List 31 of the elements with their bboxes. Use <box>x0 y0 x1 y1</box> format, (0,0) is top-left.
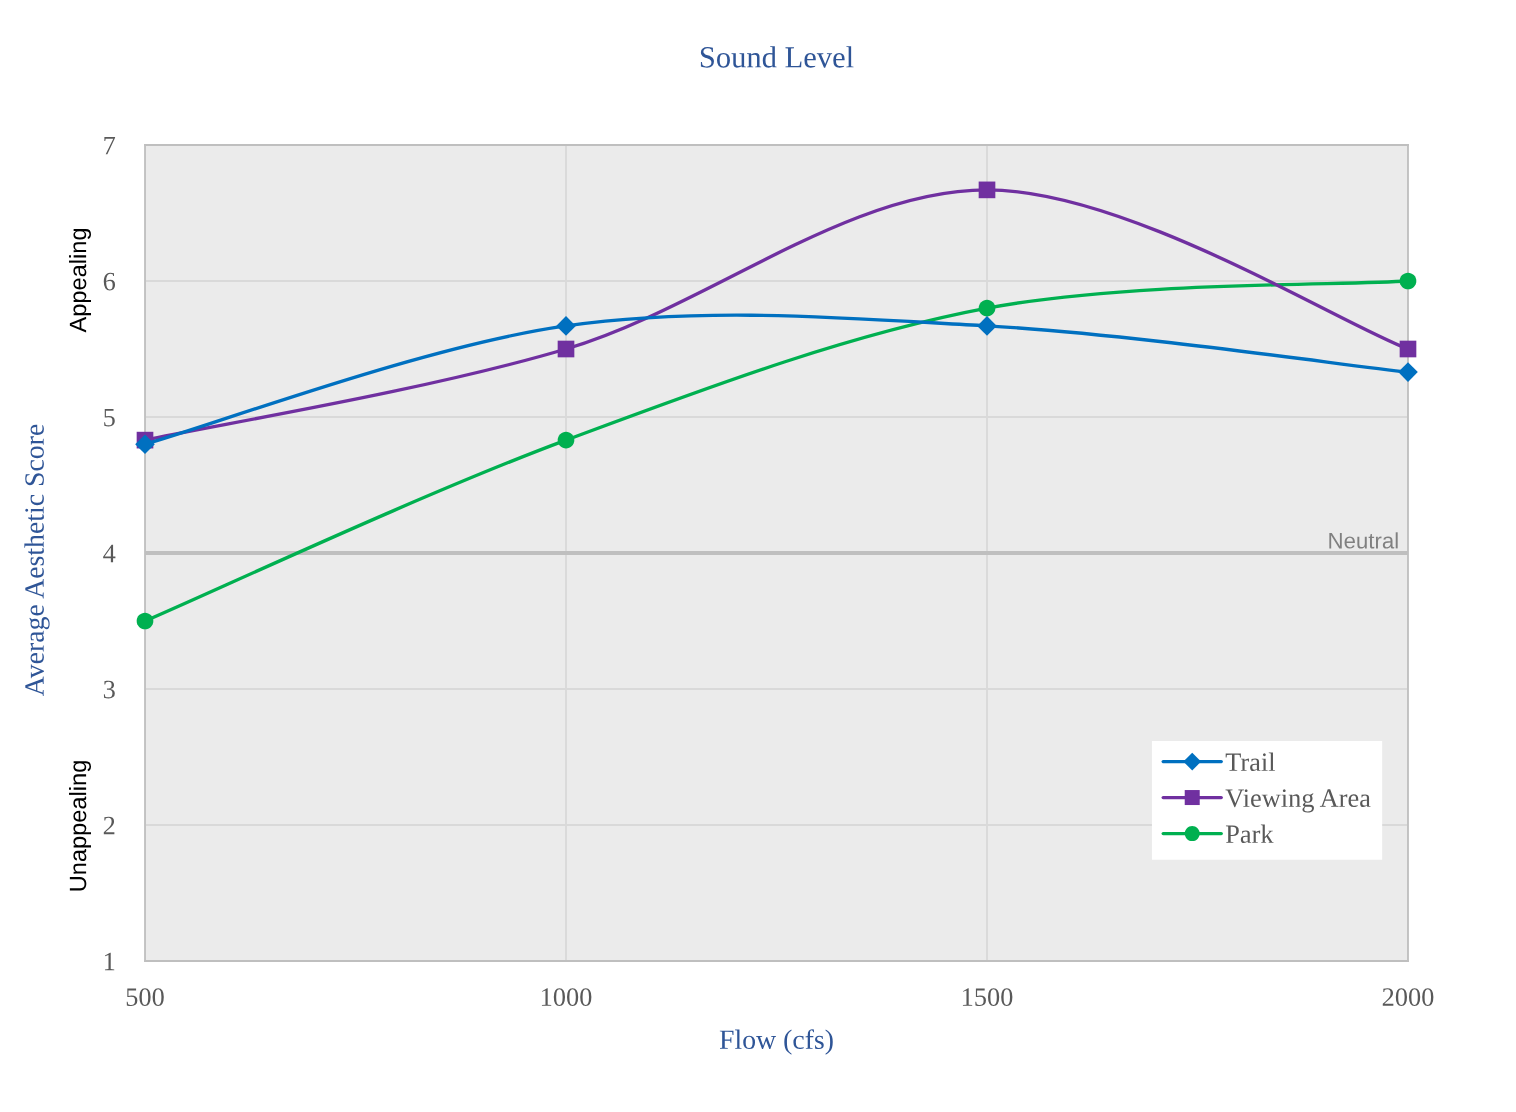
y-tick-label: 3 <box>103 680 115 699</box>
point <box>136 612 154 630</box>
y-tick-label: 5 <box>104 408 115 427</box>
chart-title: Sound Level <box>700 46 854 68</box>
x-axis-title: Flow (cfs) <box>719 1029 833 1055</box>
legend-label: Park <box>1225 824 1274 844</box>
y-tick-label: 1 <box>104 952 115 971</box>
y-tick-label: 2 <box>103 816 115 835</box>
y-tick-label: 6 <box>103 272 116 291</box>
point <box>557 340 575 358</box>
y-axis-title: Average Aesthetic Score <box>24 424 50 696</box>
x-tick-label: 2000 <box>1382 988 1434 1006</box>
point <box>977 316 997 336</box>
point <box>557 431 575 449</box>
point <box>978 299 996 317</box>
text: Appealing <box>69 229 91 333</box>
ref-line-label: Neutral <box>1329 532 1398 549</box>
point <box>1399 272 1417 290</box>
legend-label: Viewing Area <box>1225 789 1371 813</box>
point <box>135 434 155 455</box>
point <box>1399 340 1417 358</box>
y-tick-label: 7 <box>104 136 116 155</box>
x-tick-label: 1000 <box>541 988 592 1006</box>
y-tick-label: 4 <box>103 544 116 563</box>
point <box>1398 362 1418 382</box>
x-tick-label: 500 <box>126 988 164 1006</box>
point <box>556 316 576 336</box>
point <box>978 181 996 199</box>
x-tick-label: 1500 <box>962 988 1013 1006</box>
text: Unappealing <box>69 761 91 891</box>
legend-label: Trail <box>1225 752 1276 772</box>
